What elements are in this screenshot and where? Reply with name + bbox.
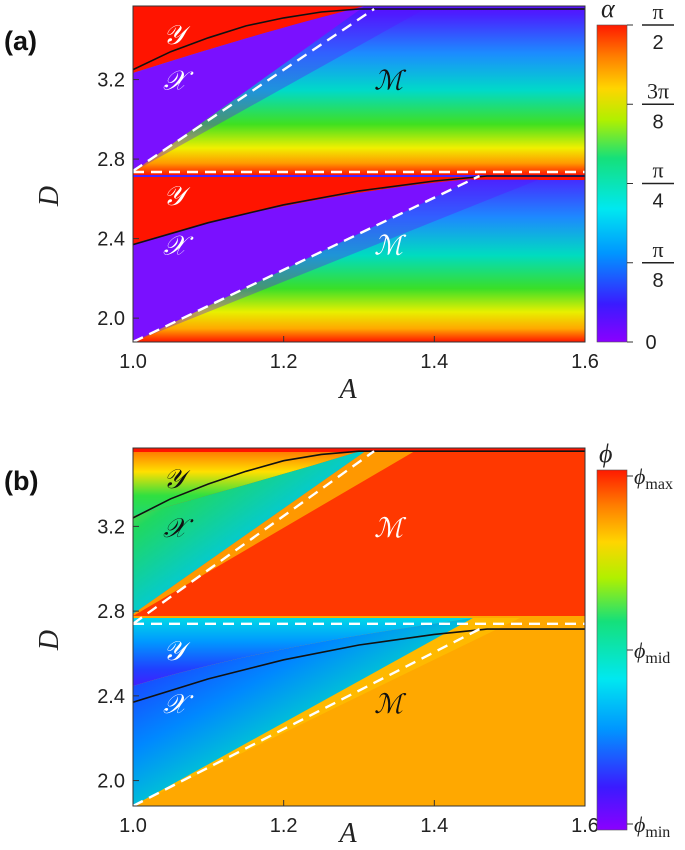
a-colorbar-tick-numerator: 3π <box>647 78 669 103</box>
a-region-label: ℳ <box>374 66 407 96</box>
a-top-x-wedge <box>133 6 365 172</box>
b-y-axis-label: D <box>34 630 65 651</box>
a-y-tick-label: 3.2 <box>97 70 125 92</box>
a-panel-label: (a) <box>4 26 37 56</box>
b-colorbar <box>596 469 628 831</box>
a-colorbar-tick-numerator: π <box>652 0 663 24</box>
b-colorbar-title: ϕ <box>599 439 612 468</box>
a-plot-frame <box>132 5 586 343</box>
b-x-tick-label: 1.4 <box>420 815 448 837</box>
a-colorbar-tick-numerator: π <box>652 237 663 262</box>
a-bottom-fringe <box>133 179 540 342</box>
a-x-tick-label: 1.4 <box>420 351 448 373</box>
b-boundary-curve-0 <box>133 450 585 519</box>
a-y-tick-label: 2.8 <box>97 149 125 171</box>
b-boundary-curve-1 <box>133 450 375 625</box>
b-top-edge-strip <box>133 448 585 452</box>
b-colorbar-tick-label: ϕmin <box>634 812 670 841</box>
a-colorbar-tick-denominator: 8 <box>652 270 663 292</box>
panel-a: 1.0 1.2 1.4 1.62.02.42.83.2 𝒴𝒳 ℳ𝒴𝒳 ℳ (a) A D … <box>4 0 674 405</box>
a-colorbar <box>596 24 628 343</box>
b-x-tick-label: 1.2 <box>270 815 298 837</box>
b-bottom-yellow-band <box>133 618 520 806</box>
panel-b: 1.0 1.2 1.4 1.62.02.42.83.2 𝒴𝒳 ℳ𝒴𝒳 ℳ (b) A D … <box>4 439 673 849</box>
a-colorbar-title: α <box>601 0 616 23</box>
a-top-x-region <box>133 6 365 73</box>
a-y-tick-label: 2.4 <box>97 229 125 251</box>
b-region-label: ℳ <box>374 513 407 543</box>
b-y-tick-label: 2.4 <box>97 686 125 708</box>
a-colorbar-tick-label: 0 <box>645 332 656 354</box>
a-boundary-curve-3 <box>133 175 585 246</box>
a-x-tick-label: 1.0 <box>119 351 147 373</box>
a-boundary-curve-1 <box>133 8 375 172</box>
b-region-label: ℳ <box>374 689 407 719</box>
b-colorbar-tick-label: ϕmid <box>634 638 670 667</box>
b-boundary-curve-3 <box>133 628 585 703</box>
b-plot-frame <box>132 447 586 807</box>
a-x-axis-label: A <box>337 374 357 405</box>
b-top-yellow-band <box>133 448 420 616</box>
a-colorbar-tick-denominator: 2 <box>652 32 663 54</box>
b-y-tick-label: 3.2 <box>97 516 125 538</box>
a-y-axis-label: D <box>34 186 65 207</box>
a-region-label: ℳ <box>374 231 407 261</box>
a-colorbar-tick-denominator: 4 <box>652 191 663 213</box>
a-colorbar-tick-denominator: 8 <box>652 111 663 133</box>
a-x-tick-label: 1.6 <box>571 351 599 373</box>
b-boundary-curve-4 <box>133 628 481 806</box>
b-x-tick-label: 1.0 <box>119 815 147 837</box>
b-x-axis-label: A <box>337 818 357 849</box>
b-bottom-y-region <box>133 618 473 686</box>
b-x-tick-label: 1.6 <box>571 815 599 837</box>
a-x-tick-label: 1.2 <box>270 351 298 373</box>
a-colorbar-tick-numerator: π <box>652 158 663 183</box>
b-y-tick-label: 2.0 <box>97 771 125 793</box>
b-colorbar-tick-label: ϕmax <box>634 464 673 493</box>
a-top-fringe <box>133 6 430 172</box>
a-boundary-curve-0 <box>133 8 585 71</box>
b-top-y-region <box>133 448 370 516</box>
a-y-tick-label: 2.0 <box>97 308 125 330</box>
a-bottom-y-fill <box>133 177 585 244</box>
b-y-tick-label: 2.8 <box>97 601 125 623</box>
a-boundary-curve-4 <box>133 174 481 342</box>
b-panel-label: (b) <box>4 466 38 496</box>
